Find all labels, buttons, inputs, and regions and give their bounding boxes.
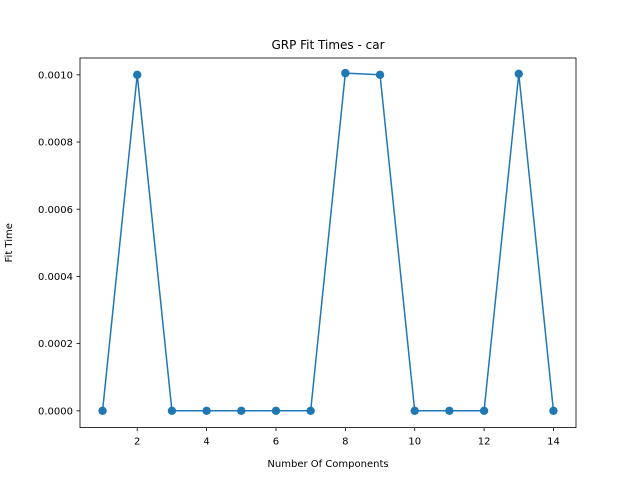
- y-tick-label: 0.0002: [38, 339, 73, 350]
- x-tick-label: 2: [134, 437, 140, 448]
- x-tick-label: 14: [547, 437, 560, 448]
- y-axis: 0.0000 0.0002 0.0004 0.0006 0.0008 0.0010: [38, 70, 80, 417]
- x-axis: 2 4 6 8 10 12 14: [134, 427, 560, 448]
- data-point: [549, 406, 558, 415]
- data-point: [237, 406, 246, 415]
- axes-frame: [79, 57, 577, 429]
- data-point: [98, 406, 107, 415]
- chart-title: GRP Fit Times - car: [271, 38, 384, 52]
- data-point: [133, 70, 142, 80]
- x-axis-label: Number Of Components: [267, 459, 388, 470]
- x-tick-label: 4: [203, 437, 209, 448]
- y-tick-label: 0.0000: [38, 406, 73, 417]
- x-tick-label: 10: [408, 437, 421, 448]
- x-tick-label: 8: [342, 437, 348, 448]
- data-point: [375, 70, 385, 80]
- data-point: [445, 406, 454, 415]
- data-point: [341, 68, 350, 78]
- y-tick-label: 0.0010: [38, 70, 73, 81]
- data-point: [271, 406, 281, 415]
- x-tick-label: 12: [478, 437, 491, 448]
- data-point: [167, 406, 177, 415]
- data-point: [514, 69, 523, 78]
- y-tick-label: 0.0008: [38, 138, 73, 149]
- data-point: [202, 406, 211, 415]
- x-tick-label: 6: [273, 437, 279, 448]
- series-line: [101, 72, 555, 412]
- y-tick-label: 0.0004: [38, 272, 73, 283]
- data-point: [410, 406, 419, 415]
- y-axis-label: Fit Time: [4, 223, 15, 262]
- data-point: [306, 406, 315, 415]
- plot-area: [98, 68, 558, 415]
- y-tick-label: 0.0006: [38, 205, 73, 216]
- data-point: [479, 406, 489, 415]
